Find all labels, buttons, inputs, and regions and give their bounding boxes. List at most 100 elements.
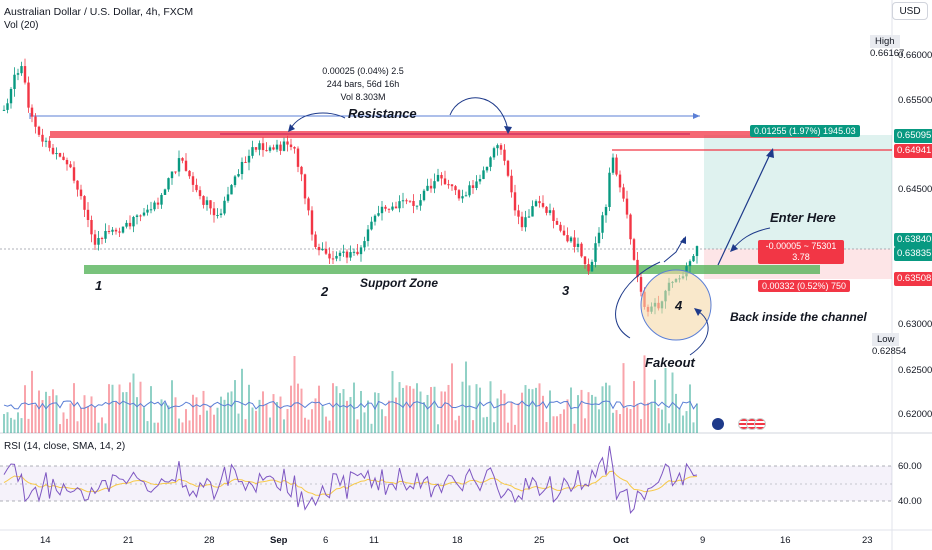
back-inside-annotation[interactable]: Back inside the channel (730, 310, 867, 324)
candle-body (191, 176, 195, 185)
volume-bar (538, 383, 541, 433)
volume-bar (370, 423, 373, 433)
time-label: Oct (613, 535, 629, 546)
currency-button[interactable]: USD (892, 2, 928, 20)
volume-bar (374, 392, 376, 433)
price-tag-current: 0.63835 (894, 247, 932, 261)
price-tick: 0.63000 (898, 319, 932, 330)
resistance-arrow-left[interactable] (289, 112, 346, 131)
volume-bar (276, 402, 278, 433)
candle-body (639, 277, 643, 292)
resistance-arrow-right[interactable] (449, 97, 509, 131)
candle-body (587, 264, 590, 272)
volume-bar (423, 402, 425, 433)
candle-body (209, 200, 212, 209)
volume-bar (150, 386, 152, 433)
volume-bar (661, 409, 663, 433)
candle-body (356, 251, 359, 255)
touch-number-4[interactable]: 4 (675, 298, 683, 313)
candle-body (440, 174, 443, 179)
support-zone[interactable] (84, 265, 820, 274)
volume-bar (220, 396, 222, 433)
target-zone[interactable] (704, 135, 892, 249)
measure-line-1: 0.00025 (0.04%) 2.5 (322, 66, 404, 76)
volume-bar (409, 386, 411, 433)
candle-body (401, 200, 405, 202)
enter-annotation[interactable]: Enter Here (770, 210, 836, 225)
candle-body (100, 238, 104, 240)
volume-bar (104, 423, 107, 433)
candle-body (426, 185, 429, 191)
candle-body (177, 158, 181, 172)
candle-body (51, 147, 55, 154)
australia-flag-icon[interactable] (712, 418, 724, 430)
rsi-indicator-label[interactable]: RSI (14, close, SMA, 14, 2) (4, 441, 126, 452)
entry-label[interactable]: -0.00005 ~ 75301 3.78 (758, 240, 844, 264)
volume-bar (230, 391, 233, 433)
volume-bar (643, 355, 646, 433)
fakeout-circle[interactable] (640, 269, 712, 341)
fakeout-arrow-up[interactable] (663, 237, 685, 263)
candle-body (601, 215, 604, 233)
back-inside-arrow[interactable] (689, 309, 709, 356)
resistance-annotation[interactable]: Resistance (348, 106, 417, 121)
volume-bar (549, 390, 551, 433)
volume-bar (314, 398, 317, 433)
candle-body (559, 224, 562, 231)
candle-body (590, 261, 594, 272)
candle-body (492, 148, 496, 158)
volume-bar (678, 407, 681, 433)
candle-body (184, 160, 188, 171)
volume-bar (594, 396, 597, 433)
chart-title[interactable]: Australian Dollar / U.S. Dollar, 4h, FXC… (4, 6, 194, 18)
candle-body (55, 153, 58, 155)
volume-bar (31, 370, 33, 433)
touch-number-2[interactable]: 2 (321, 284, 329, 299)
target-label[interactable]: 0.01255 (1.97%) 1945.03 (750, 125, 860, 137)
candle-body (342, 251, 345, 253)
candle-body (79, 189, 83, 197)
volume-bar (601, 386, 604, 433)
fakeout-arrow-in[interactable] (615, 261, 661, 339)
volume-bar (293, 356, 296, 433)
volume-bar (493, 422, 495, 433)
measure-line-2: 244 bars, 56d 16h (326, 79, 400, 89)
volume-bar (626, 407, 628, 433)
volume-bar (101, 417, 103, 433)
touch-number-3[interactable]: 3 (562, 283, 570, 298)
candle-body (443, 178, 447, 185)
us-flag-icon[interactable] (754, 418, 766, 430)
volume-bar (10, 417, 12, 433)
fakeout-annotation[interactable]: Fakeout (645, 355, 695, 370)
volume-bar (510, 402, 513, 433)
candle-body (569, 237, 573, 242)
volume-bar (360, 390, 362, 433)
candle-body (16, 73, 20, 75)
candle-body (237, 174, 240, 177)
candle-body (293, 147, 296, 149)
candle-body (524, 217, 527, 228)
volume-bar (458, 415, 460, 433)
volume-bar (258, 399, 261, 433)
candle-body (387, 208, 391, 210)
measure-tool-label[interactable]: 0.00025 (0.04%) 2.5 244 bars, 56d 16h Vo… (318, 65, 408, 104)
volume-bar (332, 383, 334, 433)
volume-bar (206, 410, 208, 433)
volume-indicator-label[interactable]: Vol (20) (4, 20, 39, 31)
volume-bar (615, 410, 618, 433)
candle-body (496, 145, 499, 149)
target-arrow[interactable] (717, 149, 773, 266)
support-annotation[interactable]: Support Zone (360, 276, 438, 290)
candle-body (216, 215, 219, 217)
volume-bar (503, 393, 506, 433)
rsi-tick: 40.00 (898, 496, 922, 507)
volume-bar (34, 404, 37, 433)
volume-bar (304, 417, 306, 433)
candle-body (34, 116, 37, 127)
stop-label[interactable]: 0.00332 (0.52%) 750 (758, 280, 851, 292)
candle-body (545, 206, 548, 213)
volume-bar (612, 412, 614, 433)
candle-body (580, 243, 583, 257)
touch-number-1[interactable]: 1 (95, 278, 103, 293)
